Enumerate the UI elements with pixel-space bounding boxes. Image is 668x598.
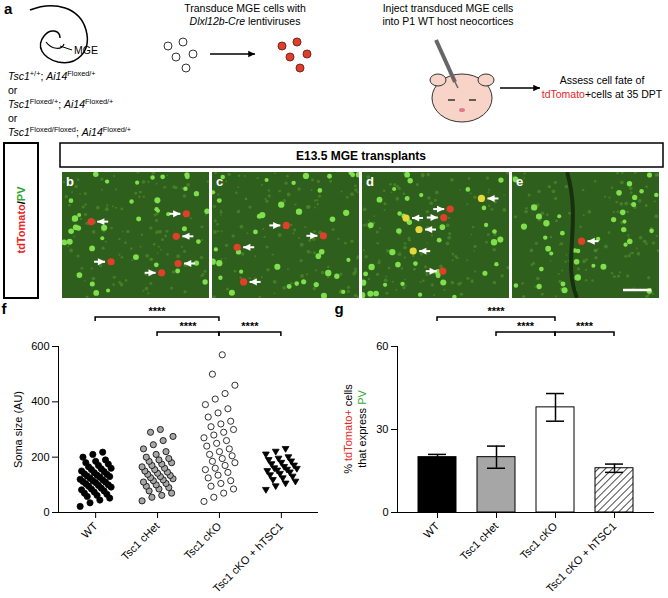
svg-text:d: d bbox=[366, 174, 374, 189]
svg-text:Tsc1 cKO: Tsc1 cKO bbox=[182, 519, 224, 561]
svg-text:30: 30 bbox=[376, 423, 388, 435]
svg-text:Tsc1 cKO + hTSC1: Tsc1 cKO + hTSC1 bbox=[210, 520, 285, 595]
svg-text:0: 0 bbox=[382, 506, 388, 518]
svg-text:g: g bbox=[335, 300, 344, 317]
svg-text:****: **** bbox=[487, 305, 505, 317]
svg-text:or: or bbox=[8, 84, 18, 96]
svg-text:a: a bbox=[4, 0, 13, 17]
svg-text:into P1 WT host neocortices: into P1 WT host neocortices bbox=[382, 15, 513, 27]
svg-text:MGE: MGE bbox=[74, 44, 98, 56]
svg-text:Soma size (AU): Soma size (AU) bbox=[12, 391, 24, 468]
svg-text:Tsc1 cKO + hTSC1: Tsc1 cKO + hTSC1 bbox=[544, 520, 619, 595]
svg-text:tdTomato/PV: tdTomato/PV bbox=[15, 186, 27, 254]
svg-text:Inject transduced MGE cells: Inject transduced MGE cells bbox=[383, 2, 514, 14]
svg-text:60: 60 bbox=[376, 340, 388, 352]
svg-text:****: **** bbox=[241, 320, 259, 332]
svg-text:Tsc1Floxed/Floxed; Ai14Floxed/: Tsc1Floxed/Floxed; Ai14Floxed/+ bbox=[8, 125, 131, 138]
svg-text:Tsc1 cHet: Tsc1 cHet bbox=[119, 520, 162, 563]
svg-text:% tdTomato+ cells: % tdTomato+ cells bbox=[342, 384, 354, 474]
svg-text:Transduce MGE cells with: Transduce MGE cells with bbox=[184, 2, 306, 14]
svg-text:****: **** bbox=[148, 305, 166, 317]
svg-text:****: **** bbox=[179, 320, 197, 332]
svg-text:****: **** bbox=[576, 320, 594, 332]
svg-text:Tsc1 cHet: Tsc1 cHet bbox=[458, 520, 501, 563]
svg-text:that express PV: that express PV bbox=[356, 390, 368, 468]
svg-text:Tsc1+/+; Ai14Floxed/+: Tsc1+/+; Ai14Floxed/+ bbox=[8, 69, 96, 82]
svg-text:e: e bbox=[516, 174, 523, 189]
svg-text:f: f bbox=[2, 300, 8, 317]
svg-text:b: b bbox=[66, 174, 74, 189]
svg-text:400: 400 bbox=[31, 395, 49, 407]
svg-text:E13.5 MGE transplants: E13.5 MGE transplants bbox=[296, 149, 426, 163]
svg-text:Tsc1 cKO: Tsc1 cKO bbox=[518, 519, 560, 561]
svg-text:tdTomato+cells at 35 DPT: tdTomato+cells at 35 DPT bbox=[542, 88, 663, 100]
svg-text:200: 200 bbox=[31, 451, 49, 463]
svg-text:WT: WT bbox=[421, 520, 442, 541]
svg-text:Dlxl12b-Cre lentiviruses: Dlxl12b-Cre lentiviruses bbox=[190, 15, 301, 27]
svg-text:0: 0 bbox=[43, 506, 49, 518]
svg-text:or: or bbox=[8, 112, 18, 124]
svg-text:WT: WT bbox=[79, 520, 100, 541]
svg-text:c: c bbox=[216, 174, 223, 189]
svg-text:****: **** bbox=[517, 320, 535, 332]
svg-text:Tsc1Floxed/+; Ai14Floxed/+: Tsc1Floxed/+; Ai14Floxed/+ bbox=[8, 97, 113, 110]
svg-text:600: 600 bbox=[31, 340, 49, 352]
svg-text:Assess cell fate of: Assess cell fate of bbox=[560, 74, 645, 86]
